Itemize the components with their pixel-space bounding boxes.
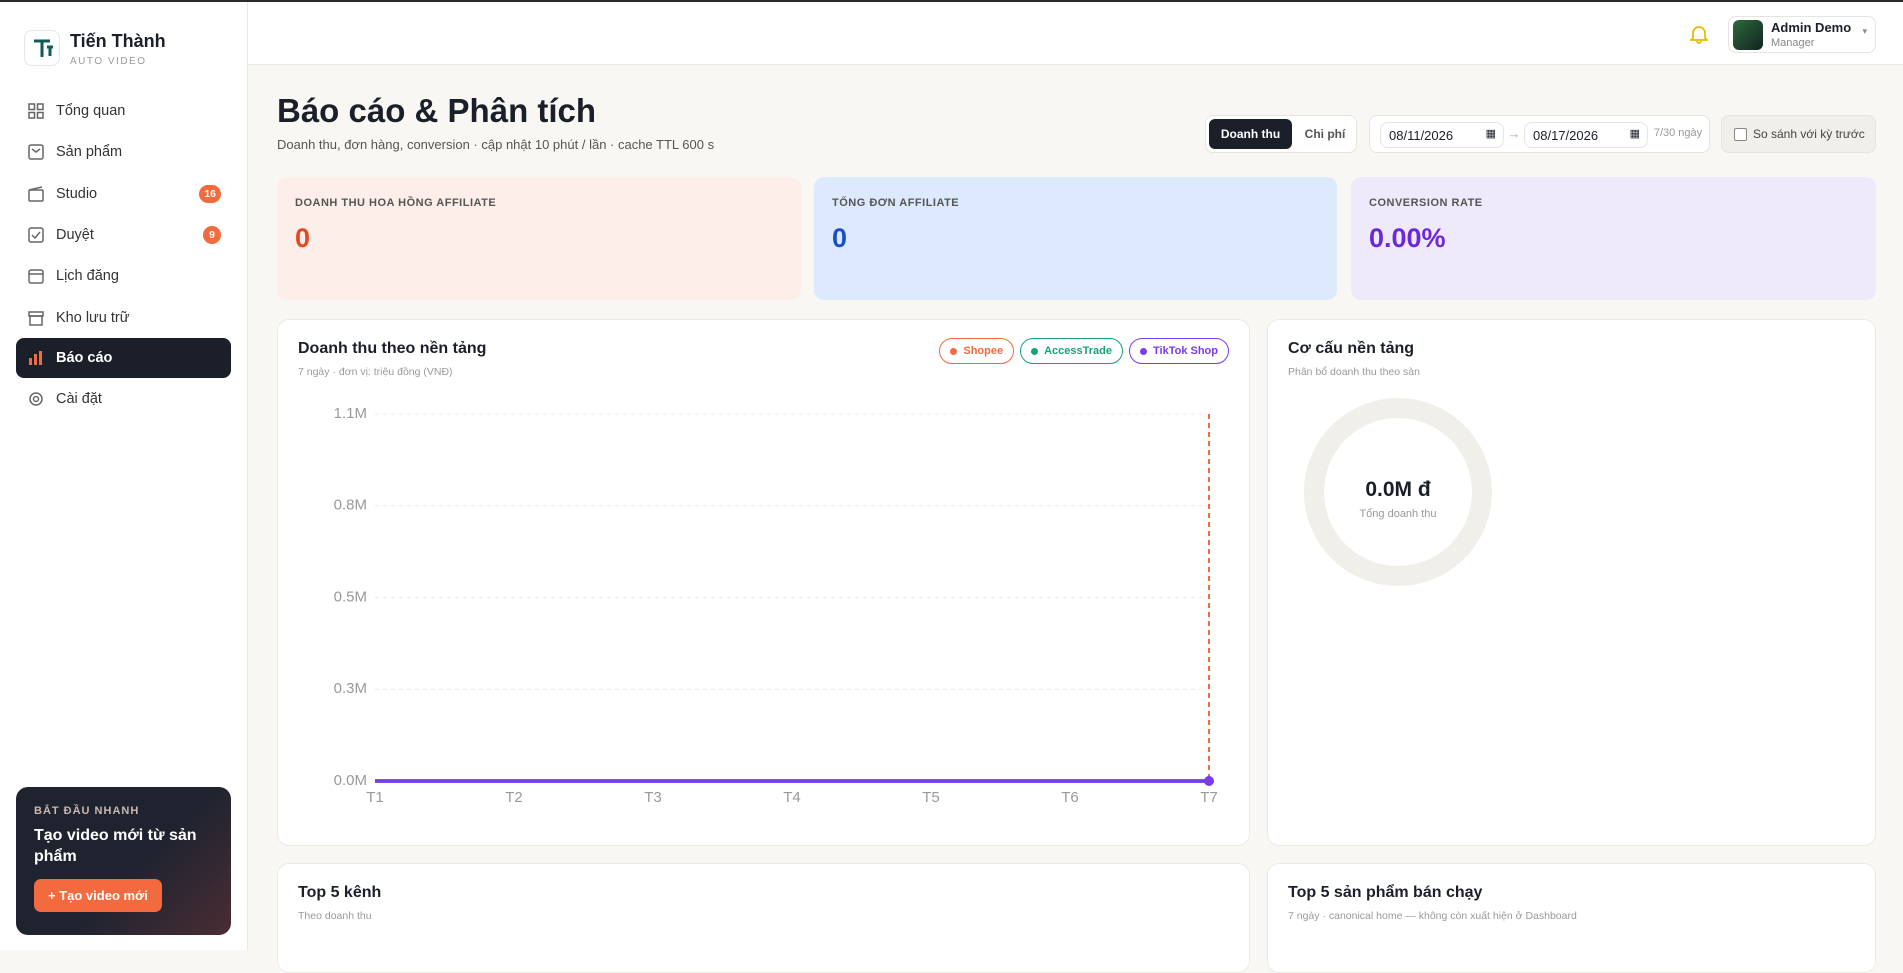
date-range: 08/11/2026 ▦ → 08/17/2026 ▦ 7/30 ngày — [1369, 115, 1710, 153]
legend: Shopee AccessTrade TikTok Shop — [933, 338, 1229, 364]
promo-title: Tạo video mới từ sản phẩm — [34, 827, 197, 865]
donut-card: Cơ cấu nền tảng Phân bổ doanh thu theo s… — [1267, 319, 1876, 846]
card-subtitle: Theo doanh thu — [298, 910, 372, 922]
legend-swatch — [950, 347, 958, 355]
x-tick-label: T6 — [1061, 789, 1079, 806]
promo-kicker: BẮT ĐẦU NHANH — [34, 805, 140, 817]
user-role: Manager — [1771, 37, 1815, 49]
nav-label: Sản phẩm — [56, 144, 123, 160]
kpi-label: DOANH THU HOA HỒNG AFFILIATE — [295, 197, 497, 209]
donut-total: 0.0M đ — [1365, 478, 1431, 501]
legend-label: Shopee — [963, 345, 1004, 357]
avatar — [1733, 20, 1763, 50]
tab-group: Doanh thu Chi phí — [1205, 115, 1357, 153]
chart-title: Doanh thu theo nền tảng — [298, 340, 487, 357]
x-tick-label: T5 — [922, 789, 940, 806]
nav-label: Cài đặt — [56, 391, 102, 407]
bell-icon[interactable] — [1690, 24, 1708, 44]
tab[interactable]: Doanh thu — [1209, 119, 1292, 149]
y-tick-label: 0.5M — [334, 588, 367, 605]
nav-label: Lịch đăng — [56, 268, 119, 284]
chart-subtitle: 7 ngày · đơn vị: triệu đồng (VNĐ) — [298, 366, 453, 378]
y-tick-label: 1.1M — [334, 405, 367, 422]
donut-total-label: Tổng doanh thu — [1359, 508, 1437, 520]
kpi-label: CONVERSION RATE — [1369, 197, 1483, 209]
card-title: Top 5 sản phẩm bán chạy — [1288, 884, 1483, 901]
nav-item[interactable]: Báo cáo — [16, 338, 231, 378]
user-name: Admin Demo — [1771, 20, 1852, 35]
nav-label: Duyệt — [56, 227, 94, 243]
caret: ▾ — [1862, 26, 1867, 36]
nav-item[interactable]: Sản phẩm — [16, 132, 231, 172]
legend-item[interactable]: AccessTrade — [1020, 338, 1123, 364]
nav-item[interactable]: Cài đặt — [16, 379, 231, 419]
nav-label: Kho lưu trữ — [56, 310, 130, 326]
card-subtitle: Phân bổ doanh thu theo sàn — [1288, 366, 1420, 378]
y-tick-label: 0.8M — [334, 497, 367, 514]
brand-tagline: AUTO VIDEO — [70, 56, 147, 67]
chart-card: Doanh thu theo nền tảng 7 ngày · đơn vị:… — [277, 319, 1250, 846]
card-title: Cơ cấu nền tảng — [1288, 340, 1415, 357]
sidebar: Tiến Thành AUTO VIDEO Tổng quan Sản phẩm… — [0, 2, 248, 950]
point — [1204, 776, 1214, 786]
kpi-label: TỔNG ĐƠN AFFILIATE — [832, 197, 960, 209]
promo-card: BẮT ĐẦU NHANH Tạo video mới từ sản phẩm … — [16, 787, 231, 935]
legend-swatch — [1140, 347, 1147, 355]
card-subtitle: 7 ngày · canonical home — không còn xuất… — [1288, 910, 1577, 922]
x-tick-label: T1 — [366, 789, 384, 806]
nav-badge: 16 — [199, 185, 221, 203]
top-channels-card: Top 5 kênh Theo doanh thu — [277, 863, 1250, 973]
y-tick-label: 0.3M — [334, 680, 367, 697]
user-menu[interactable]: Admin Demo Manager ▾ — [1728, 16, 1876, 53]
nav-label: Studio — [56, 186, 98, 202]
y-tick-label: 0.0M — [334, 772, 367, 789]
range-note: 7/30 ngày — [1653, 127, 1703, 139]
donut — [1304, 398, 1492, 586]
line-chart: 0.0M 0.3M 0.5M 0.8M 1.1M T1 T2 T3 T4 T5 T6 T7 — [334, 405, 1218, 806]
x-tick-label: T3 — [644, 789, 662, 806]
promo-button[interactable]: + Tạo video mới — [34, 879, 162, 912]
card-title: Top 5 kênh — [298, 884, 382, 901]
page-title: Báo cáo & Phân tích — [277, 92, 597, 129]
x-tick-label: T4 — [783, 789, 801, 806]
legend-item[interactable]: Shopee — [939, 338, 1015, 364]
compare-label: So sánh với kỳ trước — [1753, 127, 1865, 141]
date-from[interactable]: 08/11/2026 ▦ — [1380, 122, 1504, 148]
legend-label: TikTok Shop — [1153, 345, 1218, 357]
nav-item[interactable]: Kho lưu trữ — [16, 298, 231, 338]
nav-item[interactable]: Lịch đăng — [16, 256, 231, 296]
kpi-card: DOANH THU HOA HỒNG AFFILIATE 0 — [277, 177, 801, 300]
top-border — [0, 0, 1903, 2]
x-tick-label: T2 — [505, 789, 523, 806]
top-products-card: Top 5 sản phẩm bán chạy 7 ngày · canonic… — [1267, 863, 1876, 973]
legend-item[interactable]: TikTok Shop — [1129, 338, 1229, 364]
logo — [24, 30, 60, 66]
header — [248, 2, 1903, 65]
arrow: → — [1507, 126, 1521, 141]
legend-swatch — [1031, 347, 1039, 355]
kpi-value: 0 — [832, 223, 848, 253]
nav-item[interactable]: Studio 16 — [16, 174, 231, 214]
kpi-value: 0 — [295, 223, 311, 253]
nav-item[interactable]: Tổng quan — [16, 91, 231, 131]
x-tick-label: T7 — [1200, 789, 1218, 806]
kpi-value: 0.00% — [1369, 223, 1446, 253]
nav-label: Tổng quan — [56, 103, 126, 119]
kpi-card: CONVERSION RATE 0.00% — [1351, 177, 1876, 300]
date-to[interactable]: 08/17/2026 ▦ — [1524, 122, 1648, 148]
page-subtitle: Doanh thu, đơn hàng, conversion · cập nh… — [277, 137, 715, 152]
date-text: 08/11/2026 — [1389, 128, 1454, 143]
compare-toggle[interactable]: So sánh với kỳ trước — [1721, 115, 1876, 153]
date-text: 08/17/2026 — [1533, 128, 1599, 143]
nav-label: Báo cáo — [56, 350, 113, 366]
brand-name: Tiến Thành — [70, 31, 166, 51]
nav-badge: 9 — [203, 226, 221, 244]
kpi-card: TỔNG ĐƠN AFFILIATE 0 — [814, 177, 1337, 300]
tab[interactable]: Chi phí — [1304, 127, 1346, 141]
nav-item[interactable]: Duyệt 9 — [16, 215, 231, 255]
legend-label: AccessTrade — [1044, 345, 1112, 357]
